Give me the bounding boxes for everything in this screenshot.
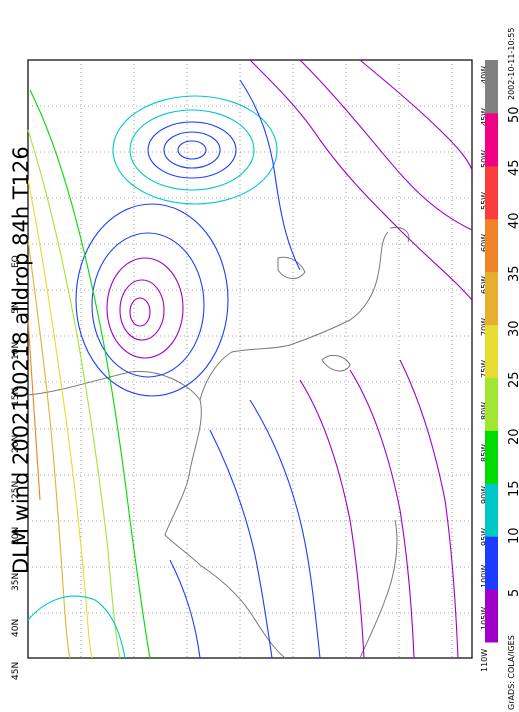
coastline xyxy=(27,226,410,659)
plot-frame xyxy=(27,59,473,659)
colorbar-label: 15 xyxy=(507,480,519,497)
colorbar-swatch xyxy=(485,112,498,167)
lon-label: 110W xyxy=(480,649,489,672)
colorbar-swatch xyxy=(485,165,498,220)
colorbar-label: 50 xyxy=(507,106,519,123)
colorbar-label: 5 xyxy=(507,589,519,597)
colorbar-label: 45 xyxy=(507,159,519,176)
colorbar xyxy=(485,60,498,643)
lon-label: 90W xyxy=(480,486,489,504)
lon-label: 95W xyxy=(480,528,489,546)
colorbar-label: 25 xyxy=(507,371,519,388)
lat-labels: 45N 40N 35N 30N 25N 20N 15N 10N 5N EQ xyxy=(11,255,21,680)
lon-label: 85W xyxy=(480,444,489,462)
colorbar-swatch xyxy=(485,377,498,431)
lat-label: 10N xyxy=(11,342,21,360)
lon-label: 45W xyxy=(480,108,489,126)
lon-label: 105W xyxy=(480,607,489,630)
lon-labels: 110W 105W 100W 95W 90W 85W 80W 75W 70W 6… xyxy=(480,66,489,672)
colorbar-label: 30 xyxy=(507,320,519,337)
colorbar-swatch xyxy=(485,536,498,590)
lat-label: 20N xyxy=(11,435,21,453)
lon-label: 55W xyxy=(480,192,489,210)
colorbar-labels: 5 10 15 20 25 30 35 40 45 50 xyxy=(507,106,519,597)
colorbar-swatch xyxy=(485,271,498,326)
timestamp-label: 2002-10-11-10:55 xyxy=(507,28,516,100)
lat-label: 5N xyxy=(11,302,21,314)
colorbar-label: 35 xyxy=(507,265,519,282)
colorbar-swatch xyxy=(485,60,498,114)
colorbar-swatch xyxy=(485,218,498,273)
lon-label: 65W xyxy=(480,276,489,294)
colorbar-label: 40 xyxy=(507,212,519,229)
lat-label: 40N xyxy=(11,619,21,637)
lat-label: EQ xyxy=(11,255,21,268)
lat-label: 45N xyxy=(11,662,21,680)
lat-label: 25N xyxy=(11,481,21,499)
colorbar-swatch xyxy=(485,483,498,537)
lat-label: 30N xyxy=(11,527,21,545)
colorbar-label: 20 xyxy=(507,428,519,445)
streamlines xyxy=(27,59,473,659)
lat-label: 15N xyxy=(11,388,21,406)
lon-label: 60W xyxy=(480,234,489,252)
lon-label: 80W xyxy=(480,402,489,420)
colorbar-label: 10 xyxy=(507,527,519,544)
colorbar-swatch xyxy=(485,589,498,643)
lon-label: 100W xyxy=(480,565,489,588)
colorbar-swatch xyxy=(485,430,498,484)
lon-label: 75W xyxy=(480,360,489,378)
lat-label: 35N xyxy=(11,573,21,591)
map-title: DLM wind 2002100218 alldrop 84h T126 xyxy=(9,146,33,574)
lon-label: 70W xyxy=(480,318,489,336)
lon-label: 50W xyxy=(480,150,489,168)
colorbar-swatch xyxy=(485,324,498,378)
credit-label: GrADS: COLA/IGES xyxy=(507,635,516,710)
lon-label: 40W xyxy=(480,66,489,84)
